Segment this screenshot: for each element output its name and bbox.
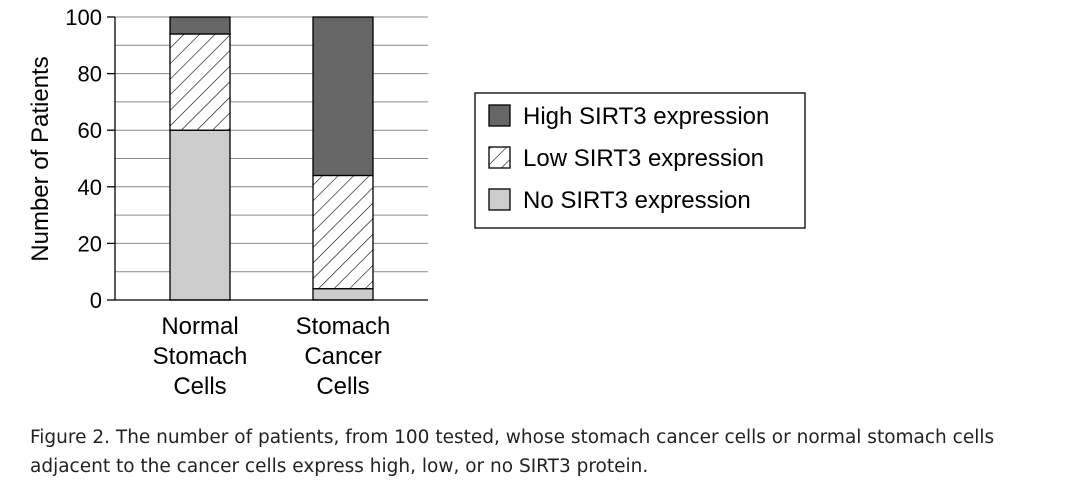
y-axis-title: Number of Patients bbox=[27, 56, 54, 261]
bars bbox=[169, 16, 374, 301]
y-tick-label: 100 bbox=[65, 5, 102, 30]
bar-segment-high-sirt3-expression bbox=[312, 16, 374, 177]
y-tick-label: 60 bbox=[78, 118, 102, 143]
y-tick-label: 20 bbox=[78, 231, 102, 256]
x-category-label: Normal Stomach Cells bbox=[153, 313, 248, 400]
y-tick-label: 80 bbox=[78, 62, 102, 87]
figure-caption: Figure 2. The number of patients, from 1… bbox=[30, 427, 995, 477]
gridlines bbox=[115, 16, 428, 273]
legend-label: No SIRT3 expression bbox=[523, 187, 751, 214]
bar-segment-high-sirt3-expression bbox=[169, 16, 231, 35]
tick-labels: 0 20 40 60 80 100 bbox=[65, 5, 102, 313]
stacked-bar-chart: 0 20 40 60 80 100 Normal Stomach Cells Stomach Ca… bbox=[27, 5, 806, 400]
legend-label: Low SIRT3 expression bbox=[523, 145, 764, 172]
legend-swatch bbox=[488, 146, 511, 169]
legend-label: High SIRT3 expression bbox=[523, 103, 769, 130]
bar-segment-low-sirt3-expression bbox=[169, 33, 231, 131]
y-tick-label: 0 bbox=[90, 288, 102, 313]
category-labels: Normal Stomach Cells Stomach Cancer Cells bbox=[153, 313, 391, 400]
bar-segment-low-sirt3-expression bbox=[312, 174, 374, 290]
legend-swatch bbox=[488, 188, 511, 211]
x-category-label: Stomach Cancer Cells bbox=[296, 313, 391, 400]
legend-box bbox=[474, 92, 806, 229]
legend-swatch bbox=[488, 104, 511, 127]
bar-segment-no-sirt3-expression bbox=[169, 129, 231, 301]
axes bbox=[107, 16, 428, 301]
y-tick-label: 40 bbox=[78, 175, 102, 200]
legend: High SIRT3 expression Low SIRT3 expressio… bbox=[474, 92, 806, 229]
bar-segment-no-sirt3-expression bbox=[312, 288, 374, 301]
